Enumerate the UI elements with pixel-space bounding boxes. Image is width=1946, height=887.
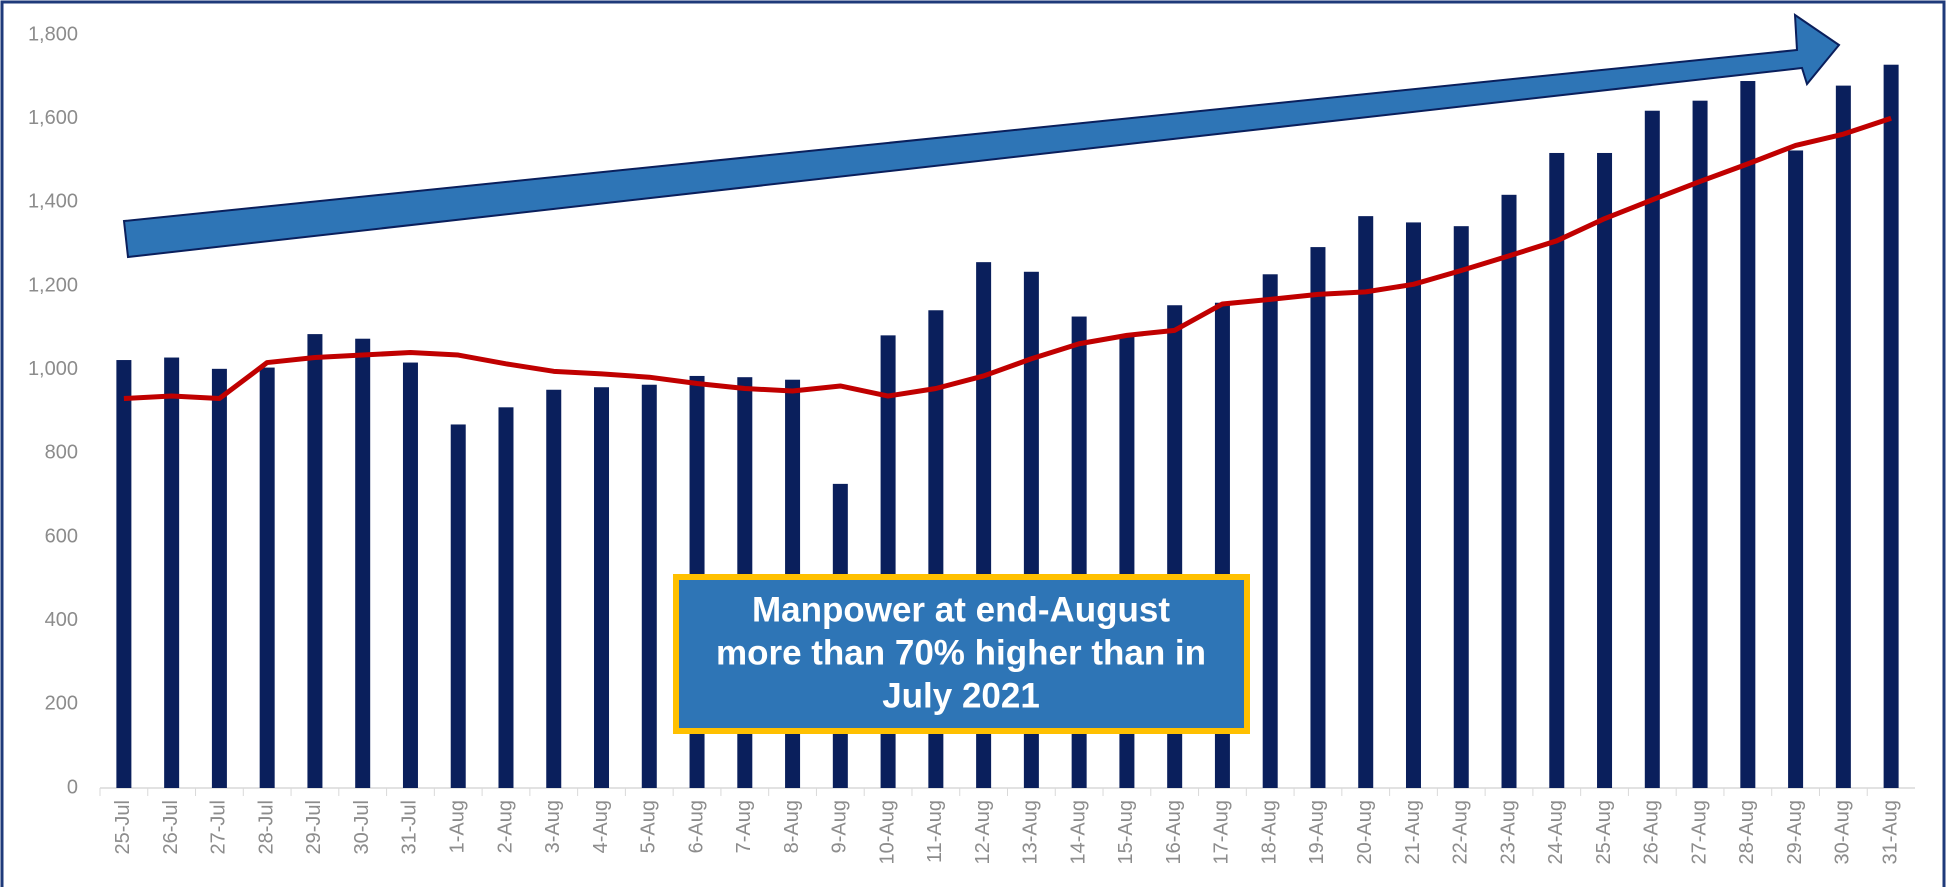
- bar: [355, 338, 371, 788]
- bar: [1453, 226, 1469, 788]
- bar: [1597, 152, 1613, 789]
- x-tick-label: 29-Aug: [1784, 800, 1806, 865]
- bar: [1262, 274, 1278, 789]
- bar: [1310, 247, 1326, 789]
- annotation-box: [673, 574, 1250, 734]
- y-tick-label: 200: [45, 693, 78, 715]
- x-tick-label: 15-Aug: [1115, 800, 1137, 865]
- x-tick-label: 19-Aug: [1306, 800, 1328, 865]
- y-tick-label: 1,200: [28, 274, 78, 296]
- bar: [211, 368, 227, 788]
- x-tick-label: 22-Aug: [1450, 800, 1472, 865]
- x-tick-label: 12-Aug: [972, 800, 994, 865]
- y-tick-label: 600: [45, 525, 78, 547]
- x-tick-label: 13-Aug: [1020, 800, 1042, 865]
- x-tick-label: 25-Aug: [1593, 800, 1615, 865]
- bar: [1835, 85, 1851, 788]
- x-tick-label: 30-Jul: [351, 800, 373, 854]
- bar: [1883, 64, 1899, 789]
- x-tick-label: 7-Aug: [733, 800, 755, 853]
- x-tick-label: 24-Aug: [1545, 800, 1567, 865]
- x-tick-label: 14-Aug: [1067, 800, 1089, 865]
- x-tick-label: 5-Aug: [638, 800, 660, 853]
- x-tick-label: 23-Aug: [1497, 800, 1519, 865]
- x-tick-label: 26-Aug: [1641, 800, 1663, 865]
- bar: [1358, 216, 1374, 789]
- x-tick-label: 31-Aug: [1879, 800, 1901, 865]
- x-tick-label: 9-Aug: [829, 800, 851, 853]
- bar: [164, 357, 180, 788]
- y-tick-label: 1,400: [28, 191, 78, 213]
- bar: [450, 424, 466, 788]
- annotation-line: more than 70% higher than in: [716, 633, 1206, 672]
- y-tick-label: 800: [45, 442, 78, 464]
- bar: [594, 387, 610, 788]
- line: [123, 115, 1892, 402]
- bar: [1549, 152, 1565, 789]
- y-tick-label: 400: [45, 609, 78, 631]
- x-tick-label: 26-Jul: [160, 800, 182, 854]
- x-tick-label: 27-Jul: [208, 800, 230, 854]
- bar: [1644, 110, 1660, 789]
- x-tick-label: 1-Aug: [447, 800, 469, 853]
- x-tick-label: 31-Jul: [399, 800, 421, 854]
- annotation-line: July 2021: [882, 676, 1040, 715]
- y-tick-label: 1,800: [28, 23, 78, 45]
- x-tick-label: 11-Aug: [924, 800, 946, 863]
- x-tick-label: 18-Aug: [1258, 800, 1280, 865]
- x-tick-label: 29-Jul: [303, 800, 325, 854]
- bar: [1405, 222, 1421, 788]
- x-tick-label: 20-Aug: [1354, 800, 1376, 865]
- bar: [307, 334, 323, 788]
- x-tick-label: 30-Aug: [1832, 800, 1854, 865]
- bar: [259, 367, 275, 788]
- x-tick-label: 16-Aug: [1163, 800, 1185, 865]
- bar: [116, 360, 132, 788]
- y-tick-label: 1,000: [28, 358, 78, 380]
- y-tick-label: 1,600: [28, 107, 78, 129]
- x-tick-label: 21-Aug: [1402, 800, 1424, 865]
- bar: [1740, 81, 1756, 789]
- x-tick-label: 8-Aug: [781, 800, 803, 853]
- x-tick-label: 3-Aug: [542, 800, 564, 853]
- x-tick-label: 2-Aug: [494, 800, 516, 853]
- bar: [402, 362, 418, 788]
- x-tick-label: 28-Jul: [255, 800, 277, 854]
- trend-arrow: [122, 13, 1841, 259]
- y-tick-label: 0: [67, 776, 78, 798]
- x-tick-label: 25-Jul: [112, 800, 134, 854]
- x-tick-label: 6-Aug: [685, 800, 707, 853]
- x-tick-label: 17-Aug: [1211, 800, 1233, 865]
- annotation-line: Manpower at end-August: [752, 590, 1170, 629]
- bar: [498, 407, 514, 788]
- x-tick-label: 28-Aug: [1736, 800, 1758, 865]
- bar: [1788, 150, 1804, 788]
- x-tick-label: 10-Aug: [876, 800, 898, 865]
- bar: [1501, 194, 1517, 788]
- bar: [1692, 100, 1708, 788]
- bar: [641, 384, 657, 788]
- x-tick-label: 4-Aug: [590, 800, 612, 853]
- x-tick-label: 27-Aug: [1688, 800, 1710, 865]
- bar: [546, 389, 562, 788]
